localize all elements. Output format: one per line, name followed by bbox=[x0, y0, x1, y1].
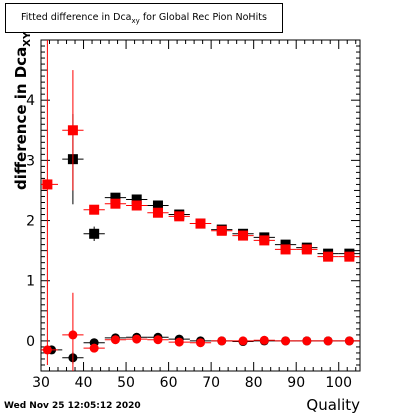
data-point-square bbox=[323, 251, 334, 262]
x-tick-label: 90 bbox=[287, 375, 305, 391]
data-point-square bbox=[301, 244, 312, 255]
y-tick-label: 0 bbox=[26, 334, 35, 350]
data-point-square bbox=[152, 200, 163, 211]
x-tick-label: 60 bbox=[160, 375, 178, 391]
y-tick-label: 3 bbox=[26, 153, 35, 169]
series-1 bbox=[62, 70, 360, 262]
data-point-square bbox=[280, 244, 291, 255]
data-point-square bbox=[42, 179, 53, 190]
series-5 bbox=[41, 345, 59, 355]
data-point-square bbox=[67, 125, 78, 136]
series-4 bbox=[62, 292, 360, 371]
y-axis-label: difference in DcaXY bbox=[12, 32, 33, 190]
data-point-square bbox=[259, 235, 270, 246]
chart-title-sub: xy bbox=[131, 16, 140, 25]
y-tick-label: 1 bbox=[26, 274, 35, 290]
y-tick-label: 2 bbox=[26, 214, 35, 230]
timestamp: Wed Nov 25 12:05:12 2020 bbox=[4, 401, 141, 411]
x-tick-label: 70 bbox=[202, 375, 220, 391]
chart-title-suffix: for Global Rec Pion NoHits bbox=[139, 12, 267, 23]
y-axis-label-sub: XY bbox=[22, 31, 33, 47]
data-point-circle bbox=[302, 336, 312, 346]
x-tick-label: 50 bbox=[117, 375, 135, 391]
data-point-square bbox=[344, 251, 355, 262]
data-point-circle bbox=[174, 337, 184, 347]
data-point-square bbox=[238, 230, 249, 241]
data-point-circle bbox=[132, 334, 142, 344]
data-point-square bbox=[131, 200, 142, 211]
data-point-circle bbox=[238, 336, 248, 346]
data-point-circle bbox=[323, 336, 333, 346]
data-point-square bbox=[110, 198, 121, 209]
data-point-square bbox=[152, 207, 163, 218]
data-point-circle bbox=[68, 330, 78, 340]
chart-title: Fitted difference in Dcaxy for Global Re… bbox=[21, 12, 267, 25]
data-point-circle bbox=[259, 335, 269, 345]
data-point-square bbox=[216, 225, 227, 236]
x-tick-label: 100 bbox=[325, 375, 352, 391]
data-point-circle bbox=[217, 336, 227, 346]
series-2 bbox=[41, 40, 59, 365]
y-tick-label: 4 bbox=[26, 93, 35, 109]
series-0 bbox=[62, 114, 360, 259]
x-tick-label: 80 bbox=[245, 375, 263, 391]
data-point-square bbox=[131, 194, 142, 205]
x-tick-label: 30 bbox=[32, 375, 50, 391]
data-point-circle bbox=[89, 343, 99, 353]
data-point-circle bbox=[153, 335, 163, 345]
data-point-circle bbox=[42, 345, 52, 355]
data-point-square bbox=[174, 211, 185, 222]
x-tick-label: 40 bbox=[75, 375, 93, 391]
data-point-circle bbox=[110, 335, 120, 345]
data-point-square bbox=[89, 204, 100, 215]
y-axis-label-main: difference in Dca bbox=[12, 46, 30, 190]
data-point-square bbox=[89, 228, 100, 239]
data-point-circle bbox=[344, 336, 354, 346]
plot-frame bbox=[40, 39, 361, 372]
data-point-circle bbox=[281, 336, 291, 346]
x-axis-label: Quality bbox=[306, 396, 360, 414]
data-point-square bbox=[110, 192, 121, 203]
data-point-circle bbox=[196, 338, 205, 348]
chart-title-prefix: Fitted difference in Dca bbox=[21, 12, 132, 23]
data-point-square bbox=[195, 218, 206, 229]
title-box: Fitted difference in Dcaxy for Global Re… bbox=[5, 3, 283, 33]
